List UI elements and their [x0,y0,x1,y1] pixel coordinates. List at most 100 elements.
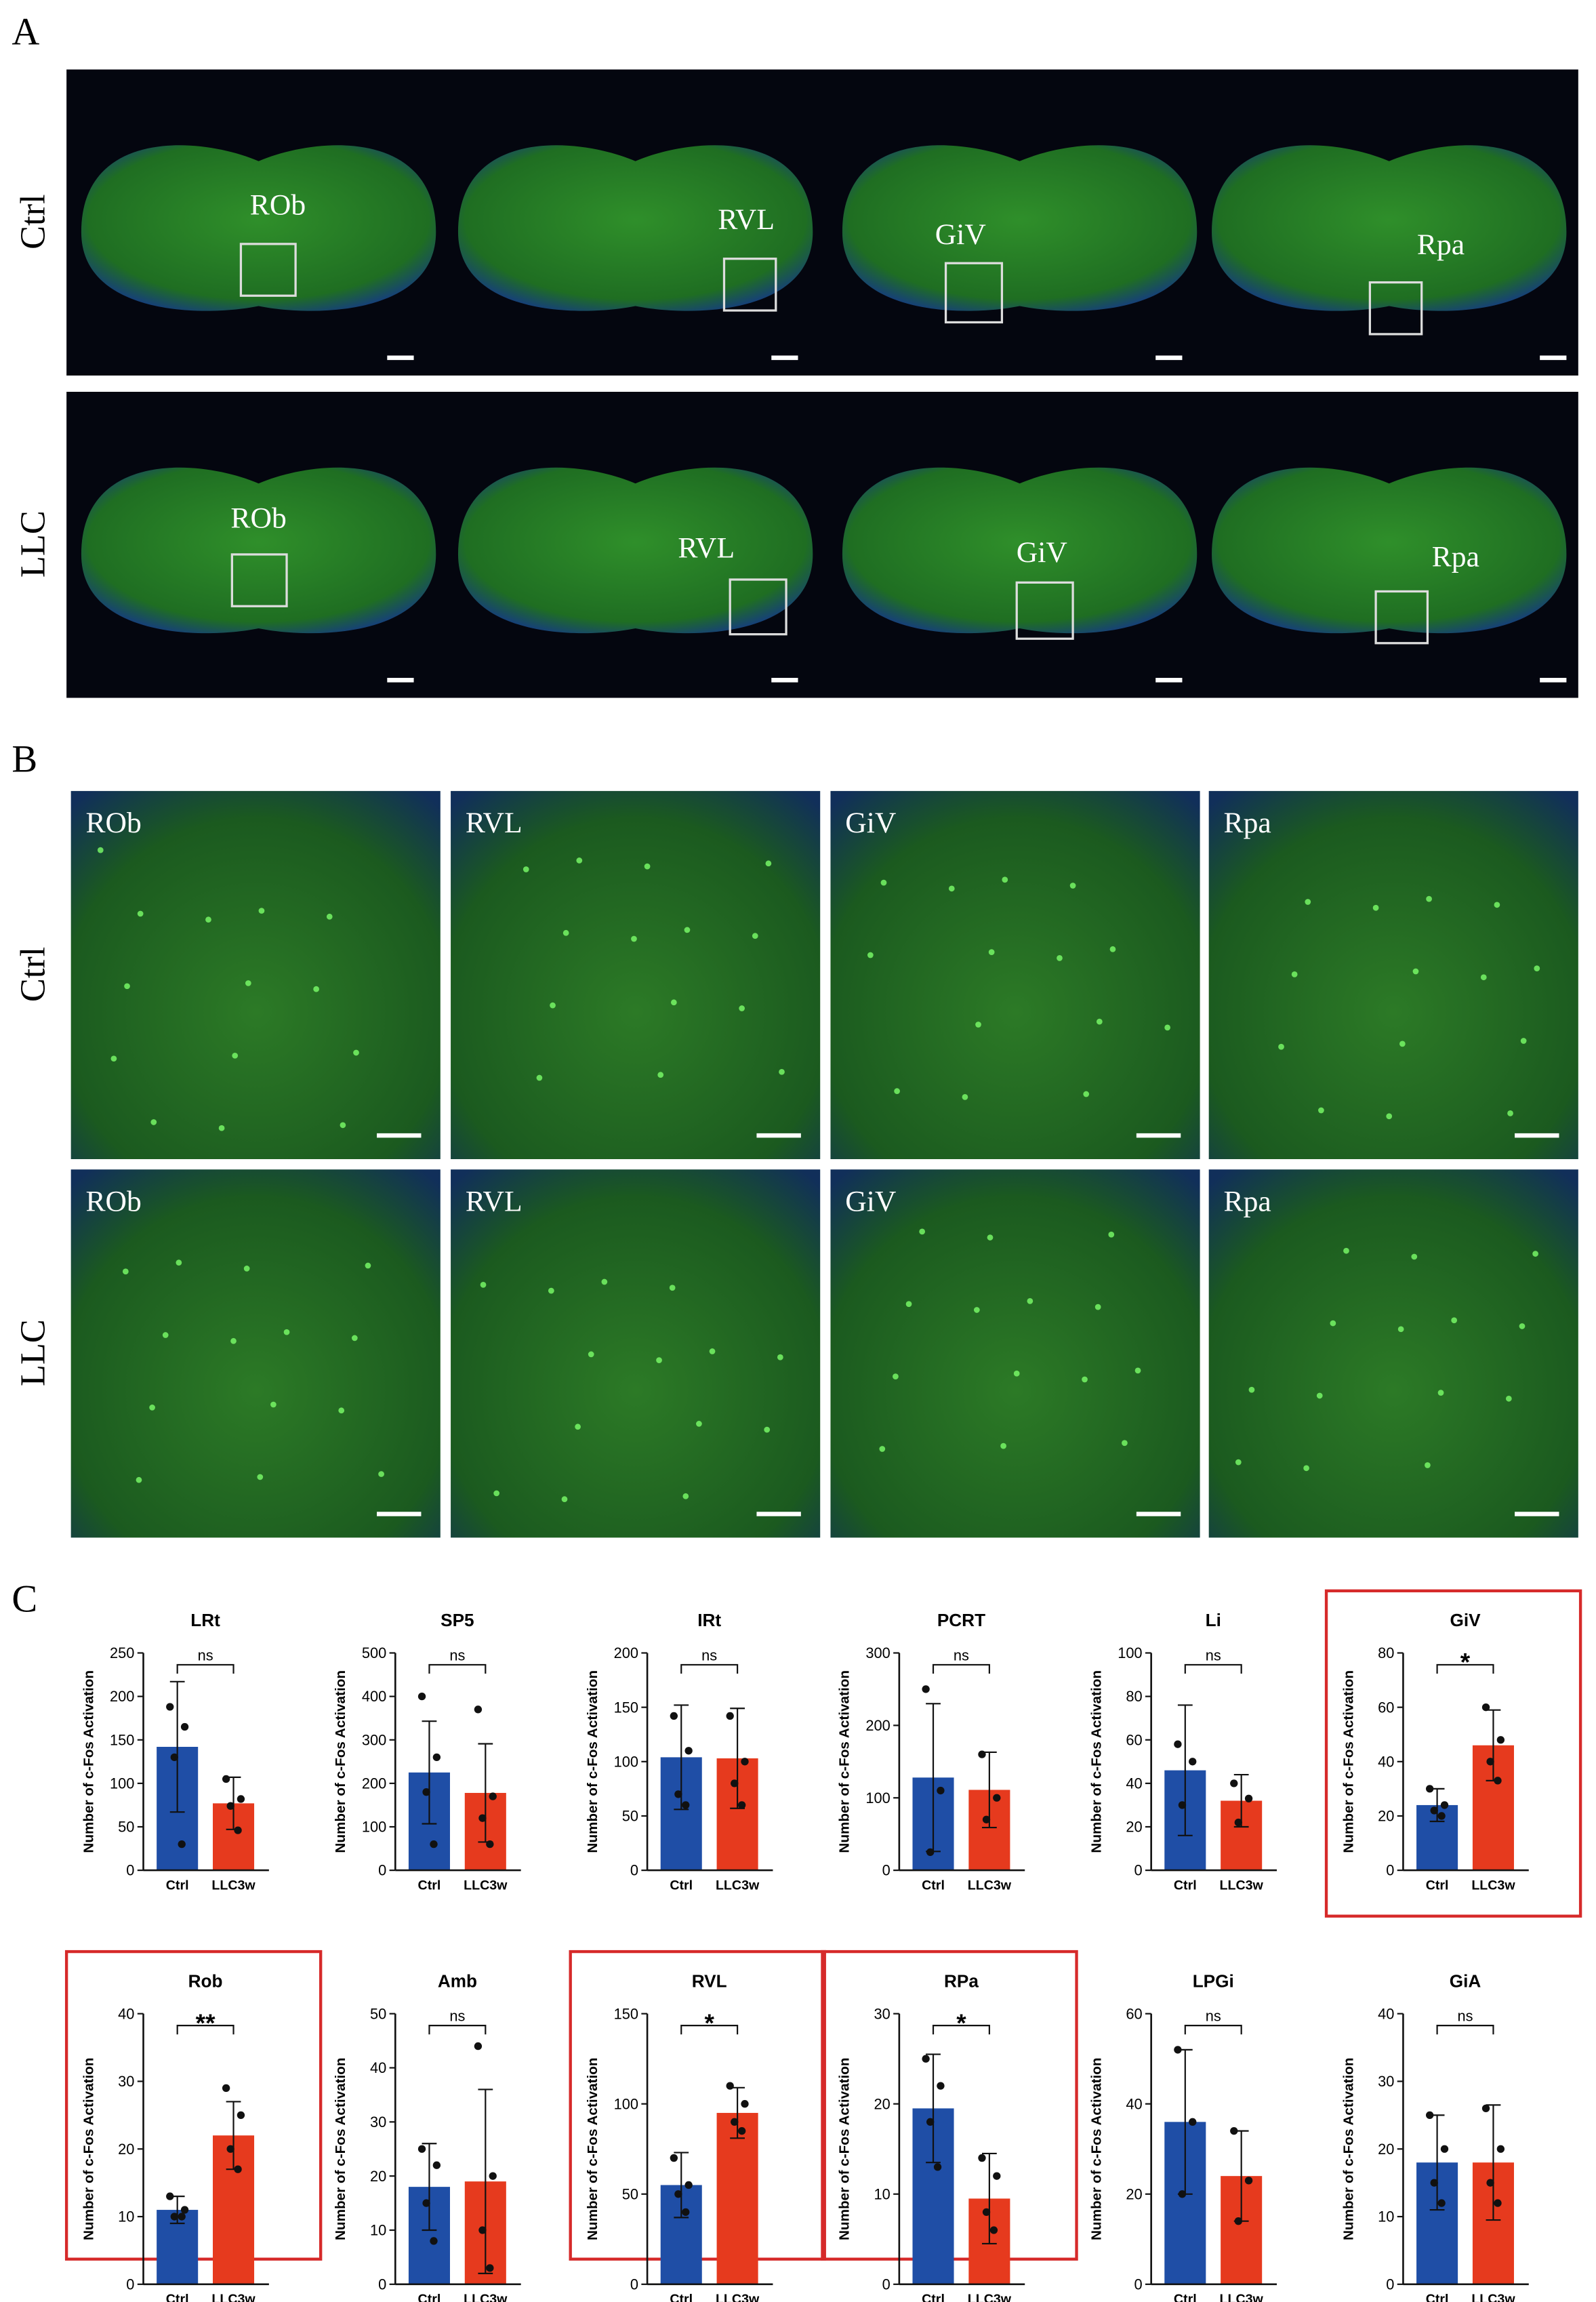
region-label: Rpa [1224,1185,1271,1217]
data-point [674,1790,682,1798]
data-point [741,1758,749,1766]
cell [948,885,955,892]
y-tick-label: 10 [1378,2208,1394,2225]
cell [682,1493,689,1499]
cell [162,1332,169,1338]
data-point [486,1840,494,1849]
data-point [978,1750,986,1758]
region-label: GiV [845,807,896,839]
chart-title: Amb [438,1971,477,1991]
data-point [430,1840,438,1849]
y-tick-label: 40 [370,2059,386,2076]
y-tick-label: 50 [622,2185,638,2202]
y-axis-label: Number of c-Fos Activation [585,1670,600,1853]
y-tick-label: 200 [362,1775,386,1792]
data-point [1481,1703,1490,1712]
significance-bracket [1184,2025,1242,2035]
x-tick-label: Ctrl [418,2292,441,2302]
cell [880,879,887,886]
y-axis-label: Number of c-Fos Activation [1341,1670,1356,1853]
data-point [937,2082,945,2090]
significance-label: ns [954,1647,969,1663]
data-point [178,2213,186,2221]
y-tick-label: 60 [1126,1731,1142,1748]
y-axis-label: Number of c-Fos Activation [1341,2057,1356,2240]
data-point [1234,2217,1242,2225]
panel-label: B [12,738,37,781]
roi-box [729,578,787,636]
cell [1278,1043,1284,1050]
cell [245,980,251,986]
error-bar [169,1680,185,1813]
cell [1386,1113,1393,1120]
panel-label: C [12,1577,37,1620]
error-bar [1177,1704,1193,1836]
cell [1096,1018,1103,1025]
cell [230,1337,237,1344]
x-tick-label: Ctrl [1426,1878,1449,1893]
x-tick-label: Ctrl [166,1878,189,1893]
cell [879,1446,886,1452]
cell [1411,1253,1418,1260]
cell [779,1068,785,1075]
cell [1412,968,1419,975]
region-label: GiV [1017,536,1067,569]
significance-bracket [932,2025,990,2035]
error-bar [926,2053,941,2164]
cell [1316,1392,1323,1399]
cell [1094,1304,1101,1310]
cell [765,860,772,867]
data-point [982,1815,991,1823]
cell [1057,955,1063,961]
cell [353,1049,359,1056]
micrograph [830,790,1200,1159]
data-point [478,1814,487,1822]
cell [122,1268,129,1275]
data-point [1174,1740,1182,1748]
micrograph [830,1169,1200,1538]
significance-label: ** [196,2008,216,2037]
region-label: GiV [845,1185,896,1217]
cell [110,1055,117,1062]
data-point [432,2161,441,2169]
roi-box [1368,281,1423,336]
significance-label: * [704,2008,714,2037]
cell [1002,876,1008,883]
cell [1520,1038,1527,1044]
error-bar [1233,1773,1249,1828]
data-point [1178,1801,1187,1809]
error-bar [478,2088,493,2274]
cell [1425,1462,1431,1468]
y-tick-label: 0 [630,2276,638,2293]
data-point [180,2206,189,2214]
significance-label: ns [1206,1647,1221,1663]
y-tick-label: 20 [1126,2185,1142,2202]
significance-bracket [176,1663,234,1674]
cell [601,1278,608,1285]
cell [1122,1440,1128,1447]
y-tick-label: 20 [370,2168,386,2185]
data-point [417,1692,426,1701]
cell [1397,1326,1404,1333]
cell [656,1357,662,1363]
x-tick-label: Ctrl [922,2292,945,2302]
data-point [1234,1818,1242,1827]
data-point [1430,1806,1438,1815]
cell [1069,883,1076,889]
data-point [684,1747,693,1755]
cell [1235,1459,1242,1466]
roi-box [1015,581,1074,640]
data-point [937,1786,945,1795]
y-tick-label: 0 [1134,2276,1142,2293]
significance-label: * [956,2008,966,2037]
x-tick-label: Ctrl [1426,2292,1449,2302]
significance-label: ns [449,1647,465,1663]
cell [905,1301,912,1308]
x-tick-label: LLC3w [464,1878,508,1893]
chart-title: Li [1206,1610,1221,1630]
region-label: RVL [678,531,735,564]
cell [232,1052,239,1059]
region-label: ROb [85,1185,141,1217]
cell [1519,1323,1526,1329]
cell [1291,971,1298,977]
